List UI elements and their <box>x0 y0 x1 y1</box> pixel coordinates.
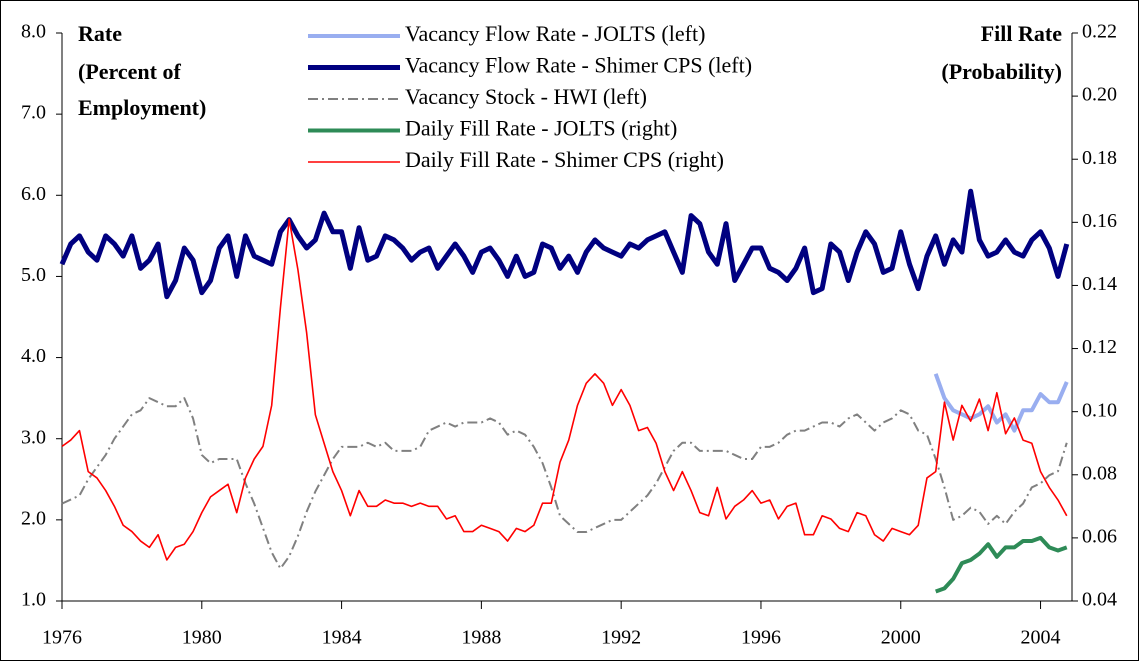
y2-tick-label: 0.04 <box>1082 589 1117 611</box>
legend-label: Vacancy Flow Rate - Shimer CPS (left) <box>405 53 752 78</box>
y-label: Employment) <box>78 95 206 120</box>
x-tick-label: 1980 <box>182 627 222 649</box>
y-tick-label: 7.0 <box>21 102 46 124</box>
y2-label: Fill Rate <box>981 21 1062 46</box>
x-tick-label: 1996 <box>741 627 781 649</box>
x-tick-label: 1988 <box>461 627 501 649</box>
y2-tick-label: 0.22 <box>1082 21 1117 43</box>
y2-tick-label: 0.14 <box>1082 273 1117 295</box>
y2-label: (Probability) <box>941 59 1062 84</box>
y-label: Rate <box>78 21 122 46</box>
y2-tick-label: 0.10 <box>1082 399 1117 421</box>
x-tick-label: 1992 <box>601 627 641 649</box>
y-tick-label: 2.0 <box>21 507 46 529</box>
y-tick-label: 1.0 <box>21 589 46 611</box>
legend-label: Daily Fill Rate - JOLTS (right) <box>405 116 677 141</box>
y-tick-label: 4.0 <box>21 345 46 367</box>
y2-tick-label: 0.06 <box>1082 525 1117 547</box>
series-line <box>59 188 1070 300</box>
legend-label: Vacancy Stock - HWI (left) <box>405 84 647 109</box>
y-tick-label: 5.0 <box>21 264 46 286</box>
y2-tick-label: 0.18 <box>1082 147 1117 169</box>
y2-tick-label: 0.16 <box>1082 210 1117 232</box>
y-tick-label: 6.0 <box>21 183 46 205</box>
y-tick-label: 3.0 <box>21 426 46 448</box>
y2-tick-label: 0.08 <box>1082 462 1117 484</box>
series-line <box>935 535 1068 594</box>
x-tick-label: 1984 <box>322 627 362 649</box>
y-tick-label: 8.0 <box>21 21 46 43</box>
legend-label: Daily Fill Rate - Shimer CPS (right) <box>405 147 724 172</box>
x-tick-label: 2000 <box>881 627 921 649</box>
y2-tick-label: 0.20 <box>1082 84 1117 106</box>
x-tick-label: 1976 <box>42 627 82 649</box>
series-line <box>933 373 1069 433</box>
series-line <box>61 218 1068 561</box>
legend-label: Vacancy Flow Rate - JOLTS (left) <box>405 21 705 46</box>
x-tick-label: 2004 <box>1021 627 1061 649</box>
y-label: (Percent of <box>78 59 181 84</box>
y2-tick-label: 0.12 <box>1082 336 1117 358</box>
series-line <box>61 397 1068 570</box>
